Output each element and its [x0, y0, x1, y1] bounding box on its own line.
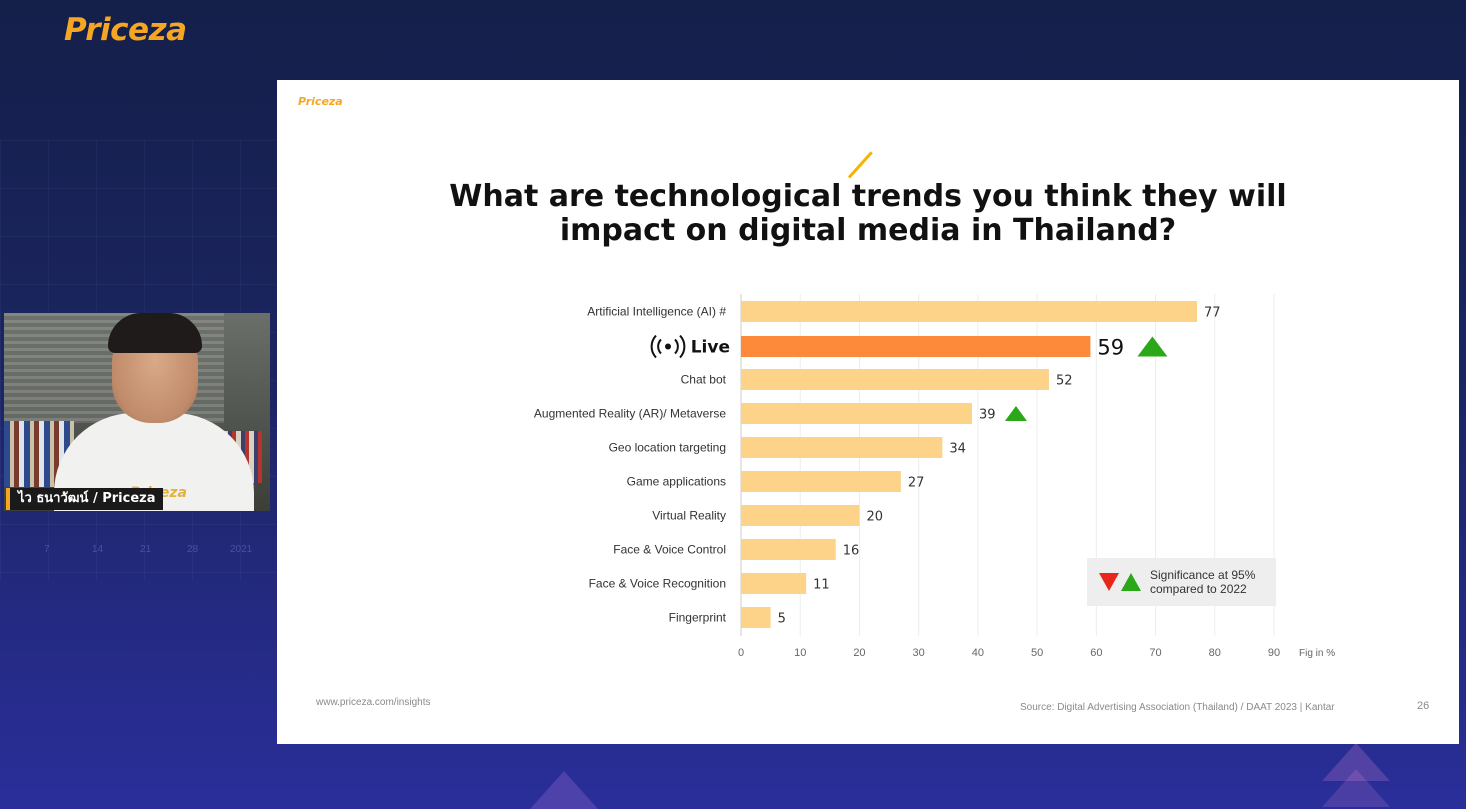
slide-title: What are technological trends you think … [277, 180, 1459, 248]
value-label: 27 [908, 476, 925, 491]
category-label: Geo location targeting [609, 441, 726, 455]
bar [741, 369, 1049, 390]
legend-text: Significance at 95% compared to 2022 [1150, 568, 1255, 596]
slide-logo: Priceza [298, 95, 343, 108]
x-tick-label: 10 [794, 647, 806, 659]
background-arrow-decoration [1322, 743, 1390, 781]
slide-title-line: impact on digital media in Thailand? [559, 213, 1177, 248]
bar [741, 573, 807, 594]
x-tick-label: 20 [853, 647, 865, 659]
background-arrow-decoration [530, 771, 598, 809]
value-label: 39 [979, 408, 996, 423]
category-label: Game applications [627, 475, 726, 489]
bar [741, 539, 836, 560]
webcam-person-hair [108, 313, 202, 353]
category-label: Face & Voice Control [613, 543, 726, 557]
value-label: 16 [843, 544, 860, 559]
triangle-up-icon [1121, 573, 1141, 591]
value-label: 20 [866, 510, 883, 525]
background-tick: 14 [92, 544, 104, 555]
category-label: Artificial Intelligence (AI) # [587, 305, 726, 319]
x-tick-label: 0 [738, 647, 744, 659]
category-label: Augmented Reality (AR)/ Metaverse [534, 407, 726, 421]
x-tick-label: 90 [1268, 647, 1280, 659]
background-tick: 21 [140, 544, 152, 555]
category-label: Virtual Reality [652, 509, 726, 523]
x-tick-label: 40 [972, 647, 984, 659]
background-tick: 2021 [230, 544, 253, 555]
category-label-highlight: Live [691, 338, 730, 358]
x-axis-label: Fig in % [1299, 648, 1335, 659]
value-label: 11 [813, 578, 830, 593]
webcam-video: Priceza [4, 313, 270, 511]
legend-line: compared to 2022 [1150, 582, 1247, 596]
value-label: 77 [1204, 306, 1221, 321]
value-label: 34 [949, 442, 966, 457]
footer-url[interactable]: www.priceza.com/insights [316, 697, 431, 708]
background-ticks: 7 14 21 28 2021 [0, 544, 270, 558]
bar [741, 471, 901, 492]
bar [741, 607, 771, 628]
value-label: 52 [1056, 374, 1073, 389]
page-number: 26 [1417, 700, 1430, 712]
priceza-logo: Priceza [64, 12, 187, 48]
background-tick: 7 [44, 544, 50, 555]
live-broadcast-icon [650, 334, 686, 359]
bar-chart: 0 10 20 30 40 50 60 70 80 90 Fig in % Artificial In… [534, 294, 1335, 659]
x-tick-label: 30 [913, 647, 925, 659]
bar [741, 505, 860, 526]
triangle-down-icon [1099, 573, 1119, 591]
value-label-highlight: 59 [1097, 336, 1124, 360]
background-tick: 28 [187, 544, 199, 555]
background-arrow-decoration [1322, 769, 1390, 807]
significance-legend: Significance at 95% compared to 2022 [1087, 558, 1276, 606]
category-label: Fingerprint [669, 611, 727, 625]
bar [741, 301, 1198, 322]
category-label: Face & Voice Recognition [589, 577, 726, 591]
bar-highlight [741, 336, 1091, 357]
legend-line: Significance at 95% [1150, 568, 1256, 582]
category-label: Chat bot [681, 373, 727, 387]
x-tick-label: 80 [1209, 647, 1221, 659]
significance-up-icon [1004, 406, 1027, 421]
speaker-name-tag: ไว ธนาวัฒน์ / Priceza [6, 488, 164, 510]
x-tick-label: 70 [1149, 647, 1161, 659]
slide-title-line: What are technological trends you think … [449, 179, 1287, 214]
footer-source: Source: Digital Advertising Association … [1020, 702, 1335, 713]
value-label: 5 [778, 612, 786, 627]
presentation-slide: Priceza What are technological trends yo… [277, 80, 1459, 744]
x-tick-label: 50 [1031, 647, 1043, 659]
significance-up-icon [1137, 336, 1168, 357]
x-tick-label: 60 [1090, 647, 1102, 659]
bar [741, 403, 972, 424]
bar [741, 437, 943, 458]
